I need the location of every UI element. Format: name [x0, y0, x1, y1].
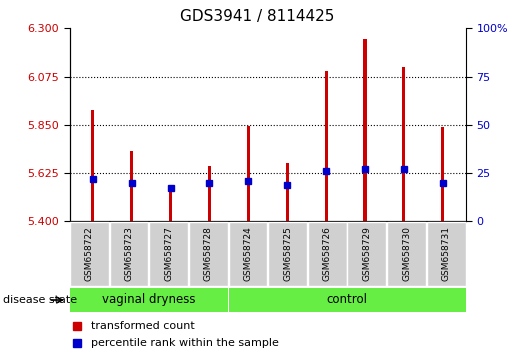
Bar: [441, 127, 444, 221]
Text: percentile rank within the sample: percentile rank within the sample: [91, 338, 279, 348]
Bar: [348, 222, 386, 286]
Text: disease state: disease state: [3, 295, 77, 305]
Bar: [229, 222, 267, 286]
Bar: [364, 39, 367, 221]
Text: transformed count: transformed count: [91, 321, 195, 331]
Bar: [110, 222, 148, 286]
Text: GSM658726: GSM658726: [323, 227, 332, 281]
Text: GSM658723: GSM658723: [125, 227, 133, 281]
Text: GDS3941 / 8114425: GDS3941 / 8114425: [180, 9, 335, 24]
Bar: [247, 126, 250, 221]
Bar: [229, 288, 466, 312]
Text: GSM658724: GSM658724: [244, 227, 252, 281]
Bar: [286, 164, 289, 221]
Text: GSM658722: GSM658722: [85, 227, 94, 281]
Text: GSM658731: GSM658731: [442, 227, 451, 281]
Bar: [91, 110, 94, 221]
Bar: [208, 166, 211, 221]
Text: GSM658728: GSM658728: [204, 227, 213, 281]
Text: vaginal dryness: vaginal dryness: [102, 293, 196, 306]
Bar: [70, 222, 109, 286]
Text: GSM658729: GSM658729: [363, 227, 371, 281]
Text: GSM658727: GSM658727: [164, 227, 173, 281]
Bar: [169, 191, 172, 221]
Bar: [324, 71, 328, 221]
Bar: [70, 288, 228, 312]
Text: control: control: [327, 293, 368, 306]
Bar: [268, 222, 307, 286]
Bar: [130, 150, 133, 221]
Bar: [149, 222, 188, 286]
Text: GSM658725: GSM658725: [283, 227, 292, 281]
Bar: [189, 222, 228, 286]
Bar: [387, 222, 426, 286]
Bar: [427, 222, 466, 286]
Text: GSM658730: GSM658730: [402, 227, 411, 281]
Bar: [308, 222, 347, 286]
Bar: [402, 67, 405, 221]
